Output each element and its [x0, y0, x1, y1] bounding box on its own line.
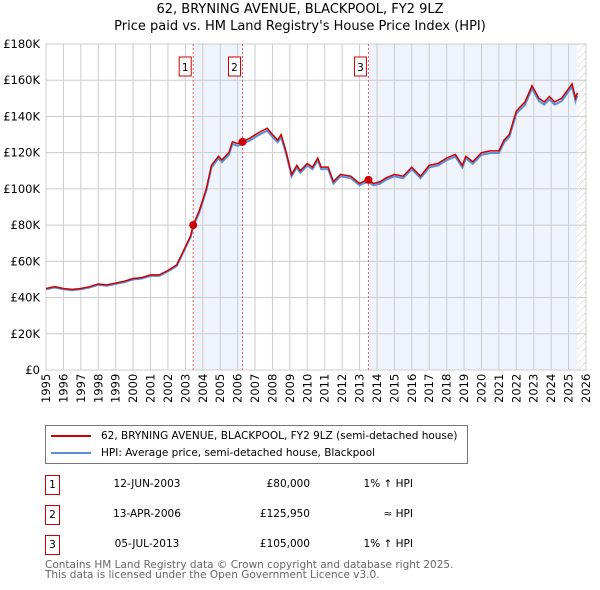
sale-label: 3 [357, 62, 364, 74]
x-tick-label: 2016 [405, 374, 419, 403]
x-tick-label: 2026 [579, 374, 593, 403]
x-tick-label: 2010 [300, 374, 314, 403]
sale-vs-hpi: 1% ↑ HPI [363, 538, 413, 550]
y-tick-label: £40K [11, 291, 41, 305]
sale-date: 13-APR-2006 [113, 508, 181, 520]
sale-label: 1 [182, 62, 189, 74]
sale-number-badge: 2 [45, 505, 60, 525]
x-tick-label: 2002 [161, 374, 175, 403]
y-tick-label: £60K [11, 254, 41, 268]
sale-vs-hpi: 1% ↑ HPI [363, 478, 413, 490]
x-tick-label: 2021 [492, 374, 506, 403]
x-tick-label: 2024 [544, 374, 558, 403]
x-tick-label: 1996 [56, 374, 70, 403]
shaded-period [368, 44, 578, 370]
legend-item-hpi: HPI: Average price, semi-detached house,… [51, 446, 375, 460]
hpi-line [45, 84, 579, 292]
x-tick-label: 2006 [231, 374, 245, 403]
red-line-icon [51, 435, 91, 437]
x-tick-label: 1999 [109, 374, 123, 403]
transaction-row: 2 13-APR-2006 £125,950 ≈ HPI [45, 505, 445, 525]
transaction-row: 3 05-JUL-2013 £105,000 1% ↑ HPI [45, 535, 445, 555]
sale-price: £80,000 [266, 478, 310, 490]
legend-item-property: 62, BRYNING AVENUE, BLACKPOOL, FY2 9LZ (… [51, 429, 457, 443]
x-tick-label: 2017 [422, 374, 436, 403]
property-price-line [45, 82, 579, 291]
footer-line: Contains HM Land Registry data © Crown c… [45, 559, 454, 571]
legend-label: HPI: Average price, semi-detached house,… [101, 447, 376, 459]
sale-date: 05-JUL-2013 [114, 538, 180, 550]
sale-number-badge: 1 [45, 475, 60, 495]
x-tick-label: 2013 [353, 374, 367, 403]
x-tick-label: 2004 [196, 374, 210, 403]
y-tick-label: £140K [3, 109, 40, 123]
sale-label: 2 [231, 62, 238, 74]
x-tick-label: 1995 [39, 374, 53, 403]
sale-point [364, 175, 373, 184]
x-tick-label: 2011 [318, 374, 332, 403]
forecast-hatch [577, 44, 586, 370]
plot-border [45, 43, 587, 371]
x-tick-label: 2022 [509, 374, 523, 403]
chart-title: 62, BRYNING AVENUE, BLACKPOOL, FY2 9LZ [156, 2, 444, 17]
x-tick-label: 2020 [474, 374, 488, 403]
x-tick-label: 2019 [457, 374, 471, 403]
x-tick-label: 2012 [335, 374, 349, 403]
x-tick-label: 2015 [387, 374, 401, 403]
legend-label: 62, BRYNING AVENUE, BLACKPOOL, FY2 9LZ (… [101, 430, 458, 442]
sale-label-box [178, 56, 192, 77]
x-tick-label: 2007 [248, 374, 262, 403]
footer-line: This data is licensed under the Open Gov… [45, 569, 380, 581]
y-tick-label: £100K [3, 182, 40, 196]
x-tick-label: 2009 [283, 374, 297, 403]
sale-label-box [353, 56, 367, 77]
sale-price: £125,950 [259, 508, 310, 520]
x-tick-label: 1998 [91, 374, 105, 403]
chart-subtitle: Price paid vs. HM Land Registry's House … [114, 19, 486, 34]
sale-price: £105,000 [259, 538, 310, 550]
x-tick-label: 2018 [440, 374, 454, 403]
blue-line-icon [51, 452, 91, 454]
x-tick-label: 2025 [562, 374, 576, 403]
sale-point [189, 221, 198, 230]
y-tick-label: £20K [11, 327, 41, 341]
y-tick-label: £0 [25, 363, 40, 377]
x-tick-label: 2003 [178, 374, 192, 403]
y-tick-label: £160K [3, 73, 40, 87]
price-chart: 1 2 3 1995 1996 1997 1998 1999 2000 2001 2002 2003 2… [3, 37, 593, 403]
x-tick-label: 2014 [370, 374, 384, 403]
sale-label-box [227, 56, 241, 77]
y-tick-label: £80K [11, 218, 41, 232]
x-tick-label: 2008 [265, 374, 279, 403]
sale-number-badge: 3 [45, 535, 60, 555]
x-tick-label: 2023 [527, 374, 541, 403]
sale-point [238, 137, 247, 146]
sale-vs-hpi: ≈ HPI [383, 508, 413, 520]
y-tick-label: £180K [3, 37, 40, 51]
y-tick-label: £120K [3, 146, 40, 160]
x-tick-label: 2005 [213, 374, 227, 403]
x-tick-label: 2000 [126, 374, 140, 403]
footer: Contains HM Land Registry data © Crown c… [45, 559, 454, 581]
x-tick-label: 2001 [144, 374, 158, 403]
transaction-row: 1 12-JUN-2003 £80,000 1% ↑ HPI [45, 475, 445, 495]
x-tick-label: 1997 [74, 374, 88, 403]
legend: 62, BRYNING AVENUE, BLACKPOOL, FY2 9LZ (… [45, 425, 468, 464]
sale-date: 12-JUN-2003 [113, 478, 181, 490]
